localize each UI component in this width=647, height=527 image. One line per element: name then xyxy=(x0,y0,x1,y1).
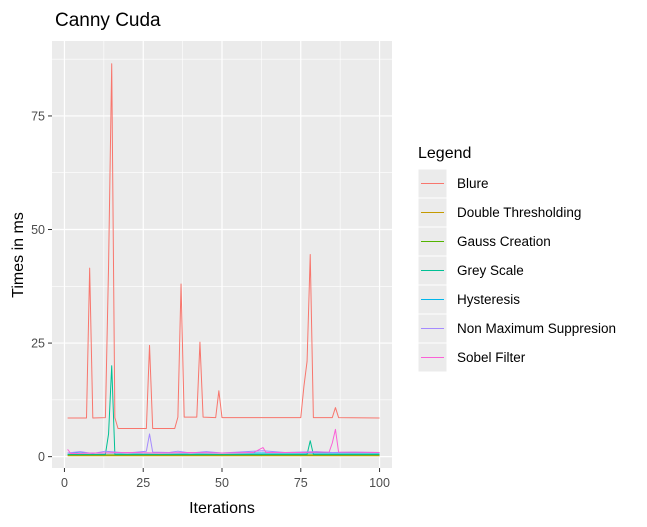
legend-item-non-maximum-suppresion: Non Maximum Suppresion xyxy=(417,313,616,344)
legend-label: Grey Scale xyxy=(457,263,524,278)
legend-label: Sobel Filter xyxy=(457,350,526,365)
x-tick-label: 0 xyxy=(61,476,68,490)
series-line-non-maximum-suppresion xyxy=(67,433,380,454)
y-tick-label: 25 xyxy=(31,337,45,351)
legend-item-gauss-creation: Gauss Creation xyxy=(417,226,551,257)
series-lines xyxy=(67,63,380,457)
x-tick-label: 25 xyxy=(136,476,150,490)
series-line-sobel-filter xyxy=(67,428,380,454)
legend-label: Blure xyxy=(457,176,489,191)
y-axis-title: Times in ms xyxy=(10,212,27,298)
x-tick-label: 100 xyxy=(369,476,390,490)
legend-item-grey-scale: Grey Scale xyxy=(417,255,524,286)
legend-item-sobel-filter: Sobel Filter xyxy=(417,342,526,373)
x-tick-label: 50 xyxy=(215,476,229,490)
y-tick-label: 50 xyxy=(31,223,45,237)
y-tick-label: 75 xyxy=(31,109,45,123)
y-tick-label: 0 xyxy=(38,450,45,464)
x-tick-label: 75 xyxy=(294,476,308,490)
gridlines xyxy=(52,41,392,468)
chart-title: Canny Cuda xyxy=(55,10,161,31)
legend-item-blure: Blure xyxy=(417,168,489,199)
legend-label: Gauss Creation xyxy=(457,234,551,249)
x-axis-title: Iterations xyxy=(189,500,255,517)
series-line-blure xyxy=(67,63,380,429)
legend-label: Double Thresholding xyxy=(457,205,581,220)
legend-label: Non Maximum Suppresion xyxy=(457,321,616,336)
legend-item-hysteresis: Hysteresis xyxy=(417,284,520,315)
legend: Legend Blure Double Thresholding Gauss Cre… xyxy=(417,145,616,373)
axis-ticks: 0 25 50 75 100 0 25 50 75 xyxy=(31,109,390,490)
series-line-grey-scale xyxy=(67,365,380,455)
legend-label: Hysteresis xyxy=(457,292,520,307)
legend-item-double-thresholding: Double Thresholding xyxy=(417,197,581,228)
legend-title: Legend xyxy=(418,145,471,162)
